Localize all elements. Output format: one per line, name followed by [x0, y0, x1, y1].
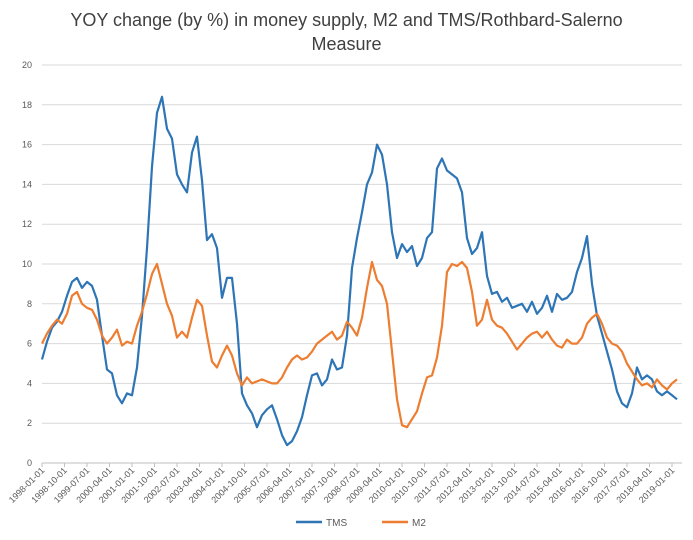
y-tick-label: 4 [27, 378, 32, 388]
y-tick-label: 6 [27, 339, 32, 349]
gridlines [42, 64, 682, 464]
y-tick-label: 12 [22, 219, 32, 229]
x-axis-tick-labels: 1998-01-011998-10-011999-07-012000-04-01… [7, 463, 676, 505]
y-tick-label: 16 [22, 140, 32, 150]
y-tick-label: 0 [27, 458, 32, 468]
legend-label-m2: M2 [412, 518, 426, 529]
chart-title-line2: Measure [311, 34, 382, 54]
chart-title: YOY change (by %) in money supply, M2 an… [0, 8, 693, 56]
legend: TMS M2 [296, 518, 426, 529]
series-line-tms [40, 95, 678, 447]
series-lines [40, 95, 678, 447]
y-tick-label: 2 [27, 418, 32, 428]
y-tick-label: 20 [22, 60, 32, 70]
y-tick-label: 8 [27, 299, 32, 309]
y-tick-label: 14 [22, 179, 32, 189]
legend-label-tms: TMS [326, 518, 347, 529]
chart-title-line1: YOY change (by %) in money supply, M2 an… [70, 10, 623, 30]
series-line-m2 [41, 260, 678, 429]
y-tick-label: 18 [22, 100, 32, 110]
y-axis-tick-labels: 0 2 4 6 8 10 12 14 16 18 20 [22, 60, 32, 468]
y-tick-label: 10 [22, 259, 32, 269]
